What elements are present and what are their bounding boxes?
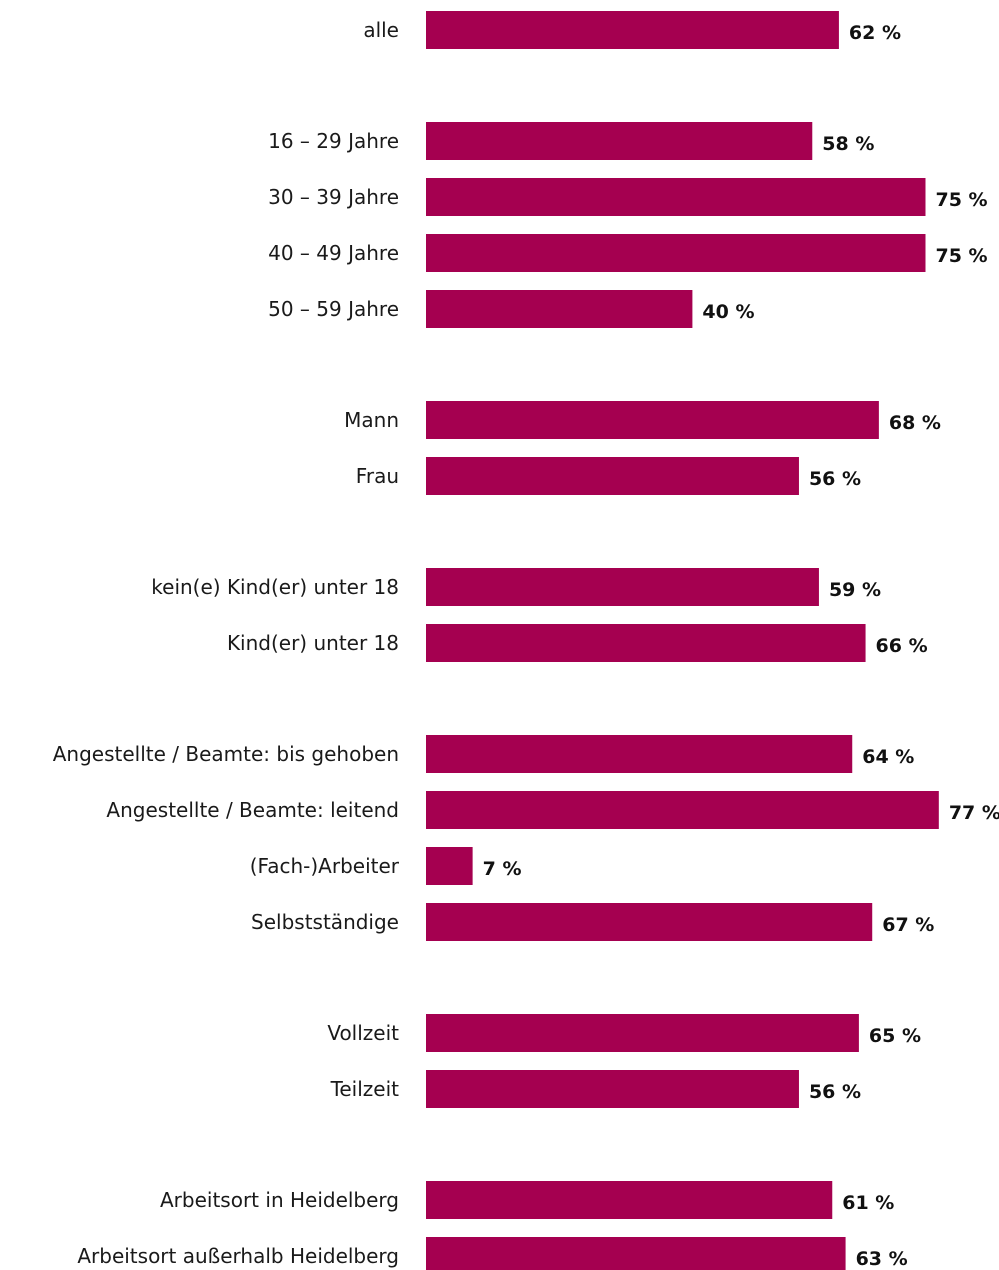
category-label: 50 – 59 Jahre	[268, 297, 399, 321]
bar	[426, 234, 926, 272]
bars-layer	[426, 11, 939, 1270]
bar	[426, 624, 866, 662]
category-label: Selbstständige	[251, 910, 399, 934]
category-label: (Fach-)Arbeiter	[250, 854, 400, 878]
value-label: 59 %	[829, 579, 881, 601]
bar	[426, 568, 819, 606]
value-label: 67 %	[882, 914, 934, 936]
category-label: Arbeitsort in Heidelberg	[160, 1188, 399, 1212]
category-label: Kind(er) unter 18	[227, 631, 399, 655]
value-label: 77 %	[949, 802, 999, 824]
value-label: 58 %	[822, 133, 874, 155]
value-label: 65 %	[869, 1025, 921, 1047]
bar	[426, 290, 693, 328]
category-label: Frau	[356, 464, 399, 488]
value-label: 64 %	[862, 746, 914, 768]
category-label: Angestellte / Beamte: bis gehoben	[53, 742, 399, 766]
bar	[426, 457, 799, 495]
bar	[426, 1014, 859, 1052]
value-label: 62 %	[849, 22, 901, 44]
value-label: 75 %	[936, 245, 988, 267]
category-label: 16 – 29 Jahre	[268, 129, 399, 153]
category-label: 40 – 49 Jahre	[268, 241, 399, 265]
bar	[426, 847, 473, 885]
bar	[426, 11, 839, 49]
bar	[426, 122, 813, 160]
value-label: 7 %	[483, 858, 522, 880]
value-label: 63 %	[856, 1248, 908, 1270]
value-label: 40 %	[702, 301, 754, 323]
category-label: Teilzeit	[330, 1077, 400, 1101]
bar	[426, 1181, 833, 1219]
category-label: kein(e) Kind(er) unter 18	[151, 575, 399, 599]
value-label: 68 %	[889, 412, 941, 434]
value-label: 61 %	[842, 1192, 894, 1214]
bar	[426, 1237, 846, 1270]
value-label: 56 %	[809, 468, 861, 490]
value-label: 75 %	[936, 189, 988, 211]
bar	[426, 178, 926, 216]
bar	[426, 791, 939, 829]
bar	[426, 735, 853, 773]
bar	[426, 401, 879, 439]
category-label: Angestellte / Beamte: leitend	[106, 798, 399, 822]
value-labels-layer: 62 % 58 % 75 % 75 % 40 % 68 % 56 % 59 % 66 % 64 %…	[483, 22, 999, 1270]
category-labels-layer: alle 16 – 29 Jahre 30 – 39 Jahre 40 – 49 Ja…	[53, 18, 400, 1268]
category-label: alle	[363, 18, 399, 42]
category-label: 30 – 39 Jahre	[268, 185, 399, 209]
category-label: Mann	[344, 408, 399, 432]
bar	[426, 1070, 799, 1108]
category-label: Arbeitsort außerhalb Heidelberg	[77, 1244, 399, 1268]
value-label: 66 %	[876, 635, 928, 657]
bar	[426, 903, 873, 941]
category-label: Vollzeit	[327, 1021, 399, 1045]
value-label: 56 %	[809, 1081, 861, 1103]
